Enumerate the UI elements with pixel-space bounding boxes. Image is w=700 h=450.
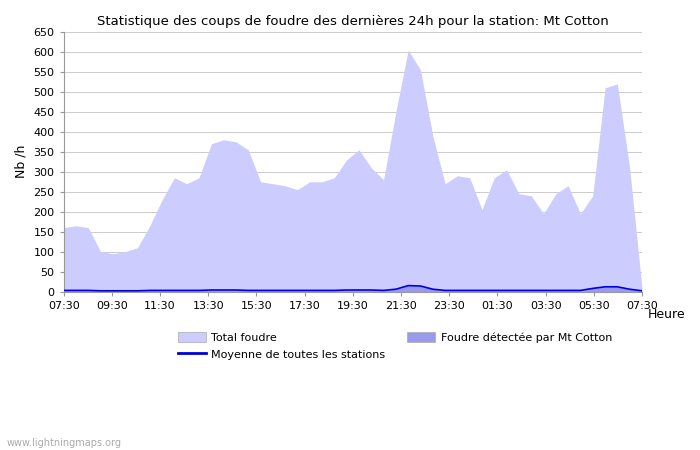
Text: Heure: Heure [648, 309, 685, 321]
Title: Statistique des coups de foudre des dernières 24h pour la station: Mt Cotton: Statistique des coups de foudre des dern… [97, 15, 609, 28]
Y-axis label: Nb /h: Nb /h [15, 145, 28, 179]
Legend: Total foudre, Moyenne de toutes les stations, Foudre détectée par Mt Cotton: Total foudre, Moyenne de toutes les stat… [174, 328, 617, 364]
Text: www.lightningmaps.org: www.lightningmaps.org [7, 438, 122, 448]
